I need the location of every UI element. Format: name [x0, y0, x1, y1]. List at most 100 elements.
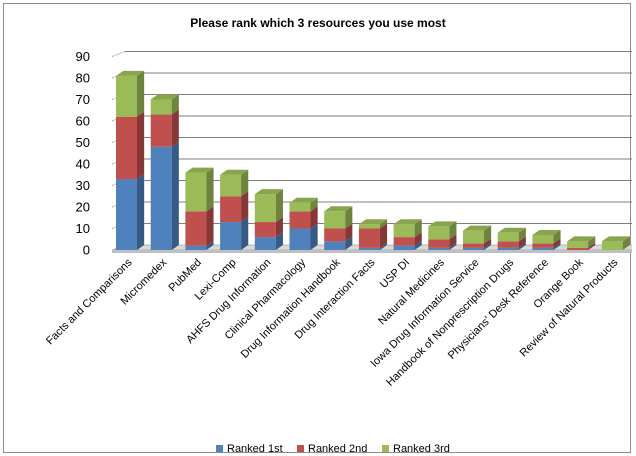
- bar-segment: [289, 228, 311, 250]
- bar-segment-side: [275, 189, 283, 223]
- y-tick-label: 40: [76, 157, 90, 172]
- bar-segment: [185, 211, 207, 246]
- bar-segment-side: [449, 234, 457, 248]
- bar-segment-side: [553, 229, 561, 244]
- chart-floor-edge: [112, 250, 632, 253]
- bar-top: [532, 229, 561, 235]
- bar-segment: [532, 247, 554, 250]
- y-tick-label: 60: [76, 114, 90, 129]
- bar-top: [116, 70, 145, 76]
- bar-segment: [185, 172, 207, 212]
- bar-top: [324, 206, 353, 212]
- y-tick-label: 10: [76, 221, 90, 236]
- bar-segment-side: [345, 236, 353, 250]
- bar-top: [393, 219, 422, 225]
- bar-segment: [358, 224, 380, 229]
- bar-segment: [428, 226, 450, 240]
- y-tick-label: 70: [76, 92, 90, 107]
- bar-segment: [358, 247, 380, 250]
- bar-segment: [567, 247, 589, 250]
- bar-segment: [220, 174, 242, 197]
- legend: Ranked 1st Ranked 2nd Ranked 3rd: [216, 443, 450, 454]
- bar-segment-side: [449, 242, 457, 250]
- y-tick-label: 90: [76, 49, 90, 64]
- bar-segment-side: [588, 236, 596, 248]
- x-axis-labels: Facts and ComparisonsMicromedexPubMedLex…: [44, 256, 621, 388]
- legend-swatch: [382, 445, 389, 452]
- bar-segment: [393, 237, 415, 246]
- bar-segment-side: [414, 240, 422, 250]
- bar-segment-side: [345, 223, 353, 242]
- bar-segment: [463, 230, 484, 244]
- bar-segment-side: [449, 221, 457, 240]
- bar-segment-side: [553, 242, 561, 250]
- bar-segment: [393, 245, 415, 250]
- bar-segment-side: [345, 206, 353, 229]
- bar-segment-side: [206, 240, 214, 250]
- y-tick-label: 80: [76, 71, 90, 86]
- y-tick-label: 20: [76, 200, 90, 215]
- bar-segment-side: [275, 217, 283, 238]
- legend-label: Ranked 1st: [227, 443, 283, 454]
- bar-segment-side: [241, 191, 249, 223]
- bar-top: [428, 221, 457, 227]
- bar-segment: [150, 114, 172, 147]
- chart-title: Please rank which 3 resources you use mo…: [190, 16, 445, 30]
- bar-segment: [185, 245, 207, 250]
- bar-segment: [324, 241, 346, 250]
- bar-segment-side: [206, 206, 214, 246]
- bar-top: [220, 169, 249, 175]
- bar-segment: [220, 222, 242, 250]
- bar-segment-side: [241, 217, 249, 250]
- y-tick-label: 50: [76, 135, 90, 150]
- bar-segment: [150, 99, 172, 115]
- bar-top: [185, 167, 214, 173]
- bars: [116, 70, 630, 250]
- bar-segment: [567, 241, 589, 248]
- y-tick-label: 30: [76, 178, 90, 193]
- bar-top: [567, 236, 596, 242]
- bar-top: [463, 225, 492, 231]
- bar-segment-side: [553, 238, 561, 248]
- legend-label: Ranked 3rd: [393, 443, 450, 454]
- bar-top: [601, 236, 630, 242]
- bar-segment-side: [484, 225, 492, 244]
- legend-swatch: [297, 445, 304, 452]
- bar-segment: [428, 247, 450, 250]
- y-axis-ticks: 0 10 20 30 40 50 60 70 80 90: [76, 49, 90, 258]
- bar-top: [150, 94, 179, 100]
- bar-segment-side: [310, 206, 318, 229]
- bar-segment-side: [414, 232, 422, 246]
- bar-segment-side: [484, 238, 492, 248]
- bar-segment: [220, 196, 242, 223]
- bar-segment: [532, 234, 554, 244]
- bar-top: [497, 227, 526, 233]
- x-category-label: USP DI: [378, 257, 412, 291]
- bar-segment-side: [588, 242, 596, 250]
- bar-segment-side: [310, 197, 318, 212]
- bar-top: [289, 197, 318, 203]
- bar-segment-side: [137, 174, 145, 250]
- bar-top: [254, 189, 283, 195]
- bar-segment: [324, 228, 346, 242]
- bar-segment-side: [275, 232, 283, 250]
- bar-segment: [601, 241, 623, 250]
- bar-segment-side: [171, 94, 179, 115]
- bar-segment-side: [137, 111, 145, 180]
- bar-segment: [150, 146, 172, 250]
- bar-segment: [497, 247, 519, 250]
- bar-segment: [254, 222, 276, 238]
- bar-segment-side: [518, 227, 526, 242]
- bar-segment-side: [206, 167, 214, 212]
- bar-segment-side: [518, 242, 526, 250]
- bar-segment: [116, 75, 137, 117]
- bar-segment-side: [622, 236, 630, 250]
- bar-segment-side: [137, 70, 145, 117]
- gridline-depth: [111, 51, 126, 57]
- bar-segment: [116, 116, 137, 180]
- bar-segment-side: [518, 236, 526, 248]
- bar-segment: [254, 237, 276, 250]
- bar-segment-side: [379, 219, 388, 229]
- legend-label: Ranked 2nd: [308, 443, 367, 454]
- bar-segment: [324, 211, 346, 229]
